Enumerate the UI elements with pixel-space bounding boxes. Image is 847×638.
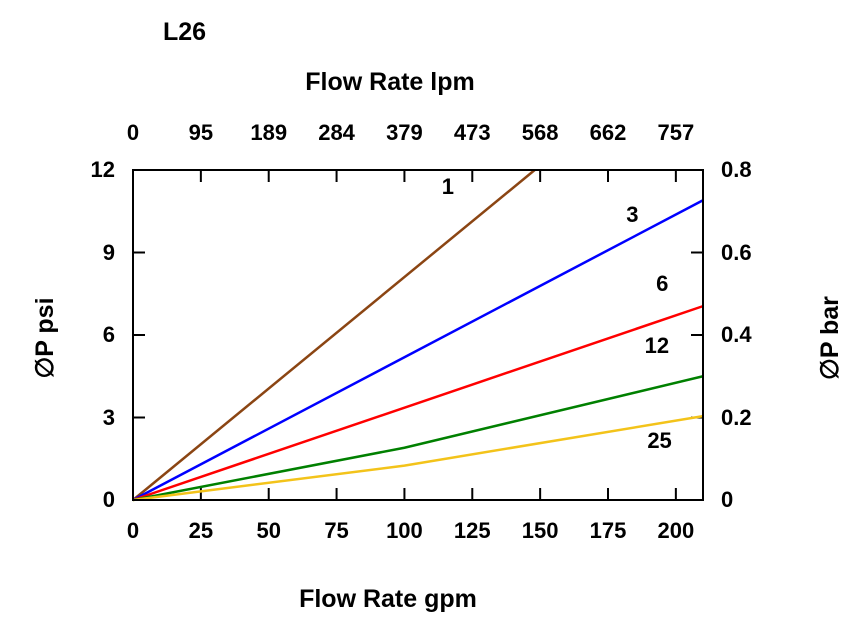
right-y-tick-0: 0 bbox=[721, 487, 733, 513]
bottom-x-tick-2: 50 bbox=[256, 518, 280, 544]
right-y-tick-4: 0.8 bbox=[721, 157, 752, 183]
left-y-tick-4: 12 bbox=[91, 157, 115, 183]
left-y-tick-3: 9 bbox=[103, 240, 115, 266]
left-y-axis-title: ∅P psi bbox=[30, 278, 60, 398]
series-label-3: 3 bbox=[626, 202, 638, 228]
top-x-tick-8: 757 bbox=[657, 120, 694, 146]
top-x-tick-1: 95 bbox=[189, 120, 213, 146]
bottom-x-tick-4: 100 bbox=[386, 518, 423, 544]
right-y-axis-title: ∅P bar bbox=[815, 278, 845, 398]
series-label-12: 12 bbox=[645, 333, 669, 359]
top-x-tick-3: 284 bbox=[318, 120, 355, 146]
bottom-x-axis-title: Flow Rate gpm bbox=[258, 585, 518, 614]
right-y-tick-3: 0.6 bbox=[721, 240, 752, 266]
left-y-tick-2: 6 bbox=[103, 322, 115, 348]
bottom-x-tick-1: 25 bbox=[189, 518, 213, 544]
series-label-6: 6 bbox=[656, 271, 668, 297]
top-x-tick-4: 379 bbox=[386, 120, 423, 146]
top-x-tick-7: 662 bbox=[590, 120, 627, 146]
bottom-x-tick-3: 75 bbox=[324, 518, 348, 544]
chart-title: L26 bbox=[163, 18, 206, 47]
chart-plot bbox=[131, 168, 705, 502]
chart-container: { "chart": { "type": "line", "title": "L… bbox=[0, 0, 847, 638]
top-x-tick-6: 568 bbox=[522, 120, 559, 146]
series-label-1: 1 bbox=[442, 174, 454, 200]
bottom-x-tick-0: 0 bbox=[127, 518, 139, 544]
bottom-x-tick-5: 125 bbox=[454, 518, 491, 544]
series-label-25: 25 bbox=[647, 428, 671, 454]
top-x-axis-title: Flow Rate lpm bbox=[260, 68, 520, 97]
right-y-tick-2: 0.4 bbox=[721, 322, 752, 348]
top-x-tick-2: 189 bbox=[250, 120, 287, 146]
bottom-x-tick-6: 150 bbox=[522, 518, 559, 544]
top-x-tick-5: 473 bbox=[454, 120, 491, 146]
left-y-tick-1: 3 bbox=[103, 405, 115, 431]
right-y-tick-1: 0.2 bbox=[721, 405, 752, 431]
top-x-tick-0: 0 bbox=[127, 120, 139, 146]
bottom-x-tick-8: 200 bbox=[657, 518, 694, 544]
left-y-tick-0: 0 bbox=[103, 487, 115, 513]
bottom-x-tick-7: 175 bbox=[590, 518, 627, 544]
